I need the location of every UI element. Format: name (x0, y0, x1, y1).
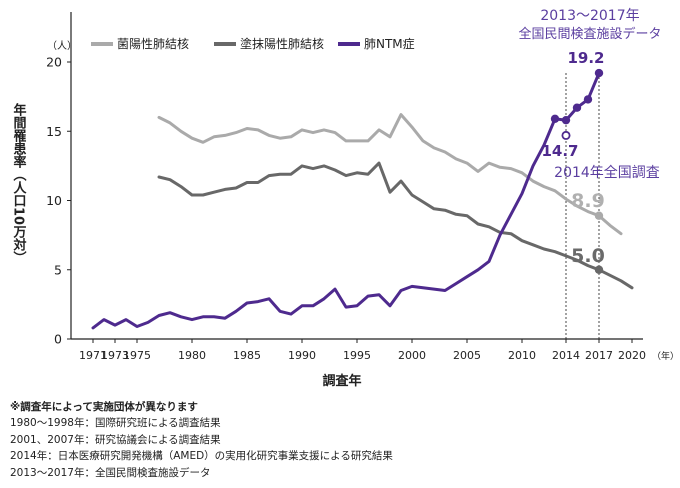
x-tick-label: 1973 (101, 349, 129, 362)
x-tick-label: 1990 (288, 349, 316, 362)
y-tick-label: 20 (46, 55, 62, 70)
data-point (594, 265, 604, 274)
x-tick-label: 1975 (123, 349, 151, 362)
x-tick-label: 1995 (343, 349, 371, 362)
value-label-ntm-2014: 14.7 (541, 142, 578, 160)
notes-heading: ※調査年によって実施団体が異なります (10, 401, 198, 413)
legend-label: 肺NTM症 (364, 36, 415, 51)
y-axis-label: 年間罹患率（人口10万対） (11, 102, 28, 264)
x-axis-label: 調査年 (322, 373, 361, 389)
x-tick-label: 2010 (508, 349, 536, 362)
data-point (550, 114, 560, 123)
x-tick-label: 2014 (552, 349, 580, 362)
legend-label: 菌陽性肺結核 (117, 37, 189, 51)
note-line: 2014年：日本医療研究開発機構（AMED）の実用化研究事業支援による研究結果 (10, 450, 393, 463)
series-lines (91, 71, 634, 330)
value-label-smear-2017: 5.0 (571, 245, 605, 267)
x-tick-label: 2000 (398, 349, 426, 362)
series-line-2 (91, 71, 601, 330)
x-tick-label: 2020 (618, 349, 646, 362)
data-point (594, 211, 604, 220)
y-tick-label: 15 (46, 124, 62, 139)
y-unit-label: （人） (47, 40, 77, 52)
data-point (594, 68, 604, 78)
y-tick-label: 10 (46, 193, 62, 208)
legend-label: 塗抹陽性肺結核 (240, 36, 324, 51)
y-tick-label: 0 (54, 332, 62, 347)
data-point (572, 103, 582, 112)
x-tick-label: 1985 (233, 349, 261, 362)
survey-2014-label: 2014年全国調査 (554, 164, 660, 181)
series-line-1 (157, 161, 634, 290)
data-point (583, 95, 593, 104)
legend: 菌陽性肺結核 塗抹陽性肺結核 肺NTM症 (91, 36, 415, 51)
x-tick-label: 1980 (178, 349, 206, 362)
y-tick-label: 5 (54, 262, 62, 277)
note-line: 2001、2007年：研究協議会による調査結果 (10, 433, 221, 446)
series-line-0 (157, 113, 623, 236)
x-tick-label: 2017 (585, 349, 613, 362)
x-tick-label: 1971 (79, 349, 107, 362)
x-unit-label: （年） (652, 350, 679, 362)
data-point (561, 115, 571, 125)
survey-range-label-line1: 2013～2017年 (540, 8, 639, 24)
value-label-ntm-2017: 19.2 (567, 49, 604, 67)
series-markers (550, 68, 604, 274)
x-tick-label: 2005 (453, 349, 481, 362)
data-point-open (561, 130, 571, 140)
note-line: 2013～2017年：全国民間検査施設データ (10, 466, 211, 479)
source-notes: ※調査年によって実施団体が異なります 1980～1998年：国際研究班による調査… (10, 399, 393, 481)
axis-labels: （人） （年） 年間罹患率（人口10万対） 調査年 (11, 40, 680, 389)
survey-range-label-line2: 全国民間検査施設データ (518, 26, 661, 42)
value-label-bacterial-2017: 8.9 (571, 190, 605, 212)
note-line: 1980～1998年：国際研究班による調査結果 (10, 417, 221, 430)
